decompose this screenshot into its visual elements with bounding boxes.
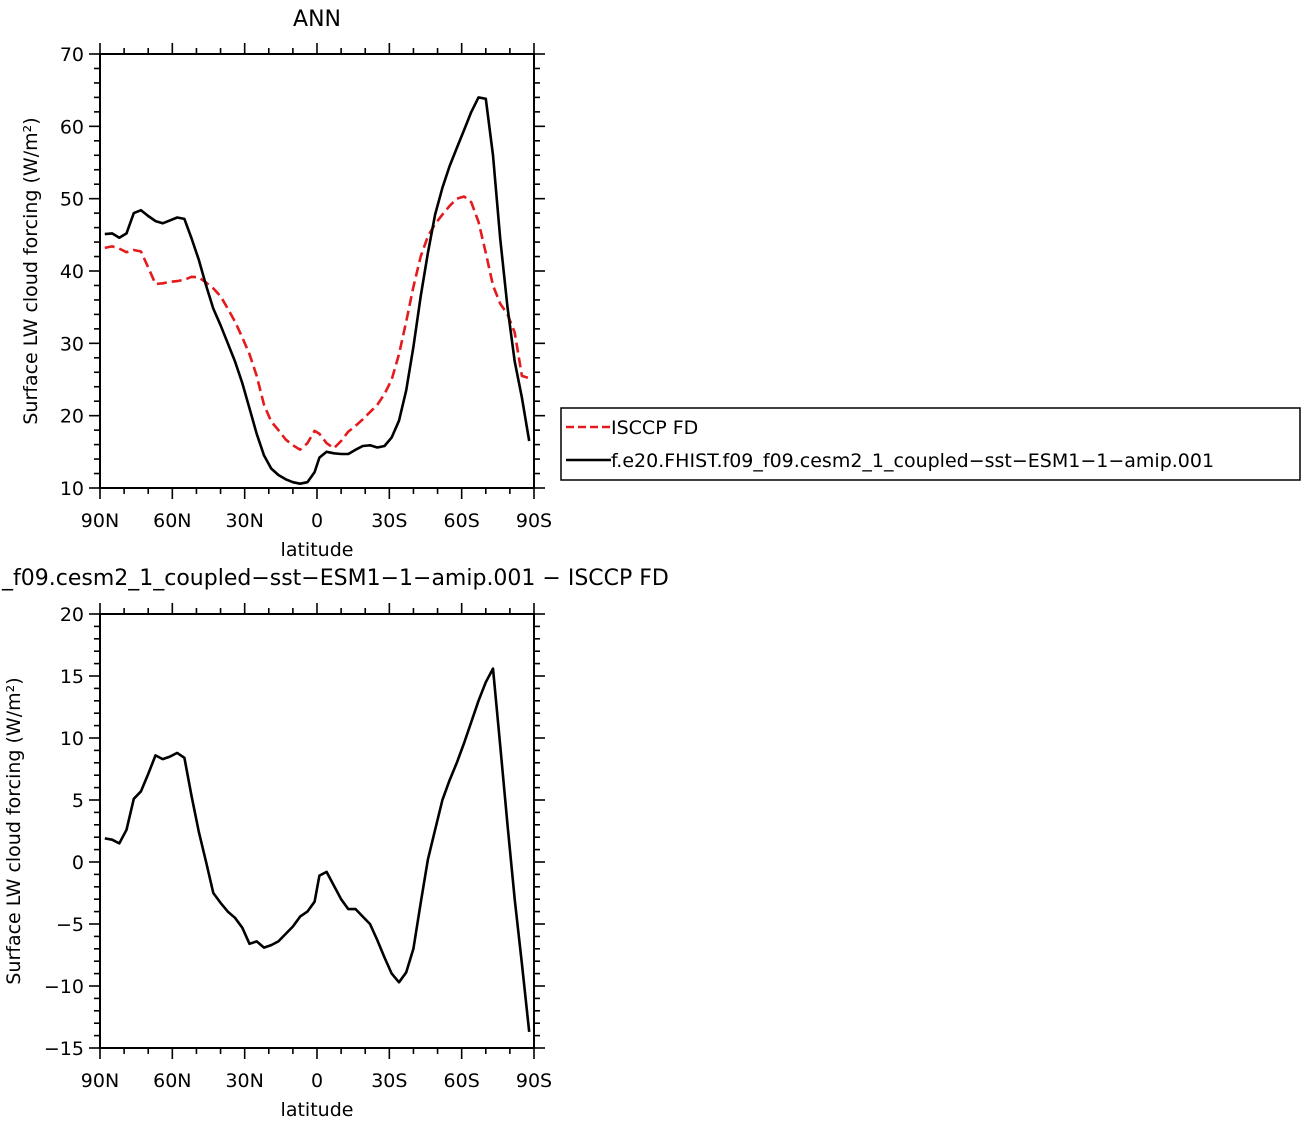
panel2-x-tick-label: 0 [311, 1070, 323, 1092]
panel2-ticks: −15 −10 −5 0 5 10 15 20 90N 60N 30N 0 30S 60S 90S [44, 603, 552, 1092]
panel1-series-line-0 [104, 195, 530, 452]
panel1-y-tick-label: 50 [60, 189, 84, 211]
panel1-x-tick-label: 90N [81, 510, 119, 532]
panel-annual-mean: ANN 10 20 30 40 50 60 70 90N 60N 30N 0 30S 60S 90S la… [20, 7, 552, 561]
panel2-y-axis-label: Surface LW cloud forcing (W/m²) [3, 677, 25, 984]
panel2-series-line-0 [104, 667, 531, 1033]
panel1-x-tick-label: 90S [516, 510, 552, 532]
panel1-y-tick-label: 70 [60, 44, 84, 66]
panel2-y-tick-label: 5 [72, 790, 84, 812]
panel2-y-tick-label: −15 [44, 1038, 84, 1060]
panel2-x-tick-label: 90N [81, 1070, 119, 1092]
panel1-x-axis-label: latitude [281, 539, 354, 561]
panel2-y-tick-label: −10 [44, 976, 84, 998]
panel2-plot-frame [99, 613, 535, 1049]
legend: ISCCP FD f.e20.FHIST.f09_f09.cesm2_1_cou… [560, 407, 1301, 481]
panel1-y-tick-label: 10 [60, 478, 84, 500]
panel1-y-tick-label: 60 [60, 116, 84, 138]
panel1-x-tick-label: 30N [225, 510, 263, 532]
panel1-y-tick-label: 40 [60, 261, 84, 283]
panel2-x-tick-label: 30S [371, 1070, 407, 1092]
panel1-x-tick-label: 30S [371, 510, 407, 532]
panel1-y-tick-label: 30 [60, 333, 84, 355]
legend-label-isccp: ISCCP FD [611, 417, 698, 439]
panel1-ticks: 10 20 30 40 50 60 70 90N 60N 30N 0 30S 60S 90S [60, 43, 552, 532]
panel1-x-tick-label: 60N [153, 510, 191, 532]
panel-difference: _f09.cesm2_1_coupled−sst−ESM1−1−amip.001… [1, 566, 669, 1121]
panel2-y-tick-label: 20 [60, 604, 84, 626]
panel1-series-line-1 [104, 96, 531, 486]
panel1-x-tick-label: 60S [444, 510, 480, 532]
panel2-title: _f09.cesm2_1_coupled−sst−ESM1−1−amip.001… [1, 566, 669, 591]
panel2-y-tick-label: −5 [56, 914, 84, 936]
panel2-y-tick-label: 0 [72, 852, 84, 874]
legend-label-model: f.e20.FHIST.f09_f09.cesm2_1_coupled−sst−… [611, 450, 1214, 472]
panel1-y-axis-label: Surface LW cloud forcing (W/m²) [20, 117, 42, 424]
panel2-lines [104, 667, 531, 1033]
panel2-x-tick-label: 30N [225, 1070, 263, 1092]
panel2-x-tick-label: 60S [444, 1070, 480, 1092]
panel2-x-tick-label: 60N [153, 1070, 191, 1092]
panel2-x-tick-label: 90S [516, 1070, 552, 1092]
panel1-y-tick-label: 20 [60, 406, 84, 428]
panel1-lines [104, 96, 531, 486]
panel2-x-axis-label: latitude [281, 1099, 354, 1121]
panel2-y-tick-label: 15 [60, 666, 84, 688]
panel1-title: ANN [293, 7, 341, 32]
panel1-x-tick-label: 0 [311, 510, 323, 532]
panel2-y-tick-label: 10 [60, 728, 84, 750]
legend-box [560, 407, 1301, 481]
